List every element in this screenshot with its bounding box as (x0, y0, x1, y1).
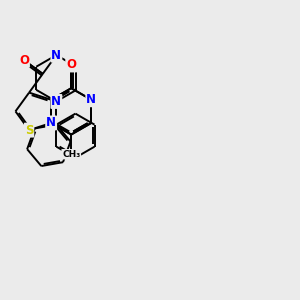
Text: N: N (86, 93, 96, 106)
Text: N: N (51, 49, 62, 62)
Text: N: N (51, 95, 62, 108)
Text: S: S (25, 124, 33, 136)
Text: CH₃: CH₃ (62, 150, 80, 159)
Text: O: O (66, 58, 76, 71)
Text: N: N (46, 116, 56, 130)
Text: O: O (19, 54, 29, 67)
